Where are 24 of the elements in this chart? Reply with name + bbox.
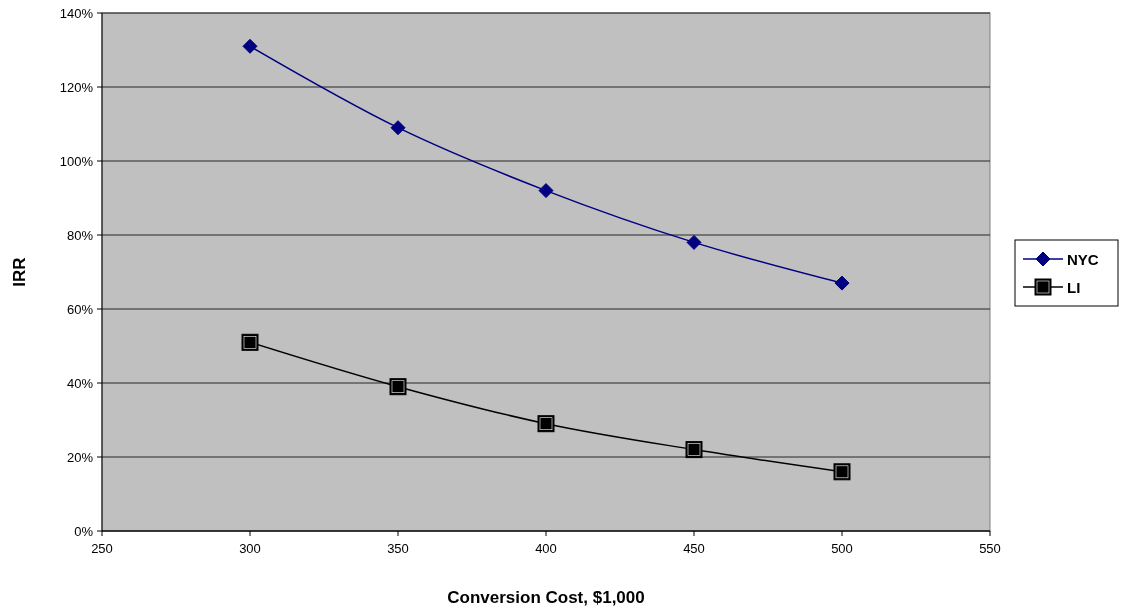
legend-label: NYC bbox=[1067, 251, 1099, 268]
x-tick-label: 250 bbox=[91, 541, 113, 556]
y-axis-title: IRR bbox=[10, 257, 29, 287]
x-tick-label: 500 bbox=[831, 541, 853, 556]
y-tick-label: 80% bbox=[66, 228, 94, 243]
point bbox=[242, 38, 258, 54]
y-tick-label: 40% bbox=[66, 376, 94, 391]
x-tick-label: 300 bbox=[239, 541, 261, 556]
legend-label: LI bbox=[1067, 279, 1081, 296]
y-tick-label: 100% bbox=[59, 154, 94, 169]
x-axis-title: Conversion Cost, $1,000 bbox=[447, 588, 645, 607]
point bbox=[686, 234, 702, 250]
y-tick-label: 0% bbox=[74, 524, 94, 539]
x-tick-label: 550 bbox=[979, 541, 1001, 556]
y-tick-label: 120% bbox=[59, 80, 94, 95]
point bbox=[390, 120, 406, 136]
y-tick-label: 140% bbox=[59, 6, 94, 21]
y-tick-label: 20% bbox=[66, 450, 94, 465]
x-tick-label: 450 bbox=[683, 541, 705, 556]
x-tick-label: 400 bbox=[535, 541, 557, 556]
point bbox=[834, 275, 850, 291]
point bbox=[538, 183, 554, 199]
y-tick-label: 60% bbox=[66, 302, 94, 317]
x-tick-label: 350 bbox=[387, 541, 409, 556]
